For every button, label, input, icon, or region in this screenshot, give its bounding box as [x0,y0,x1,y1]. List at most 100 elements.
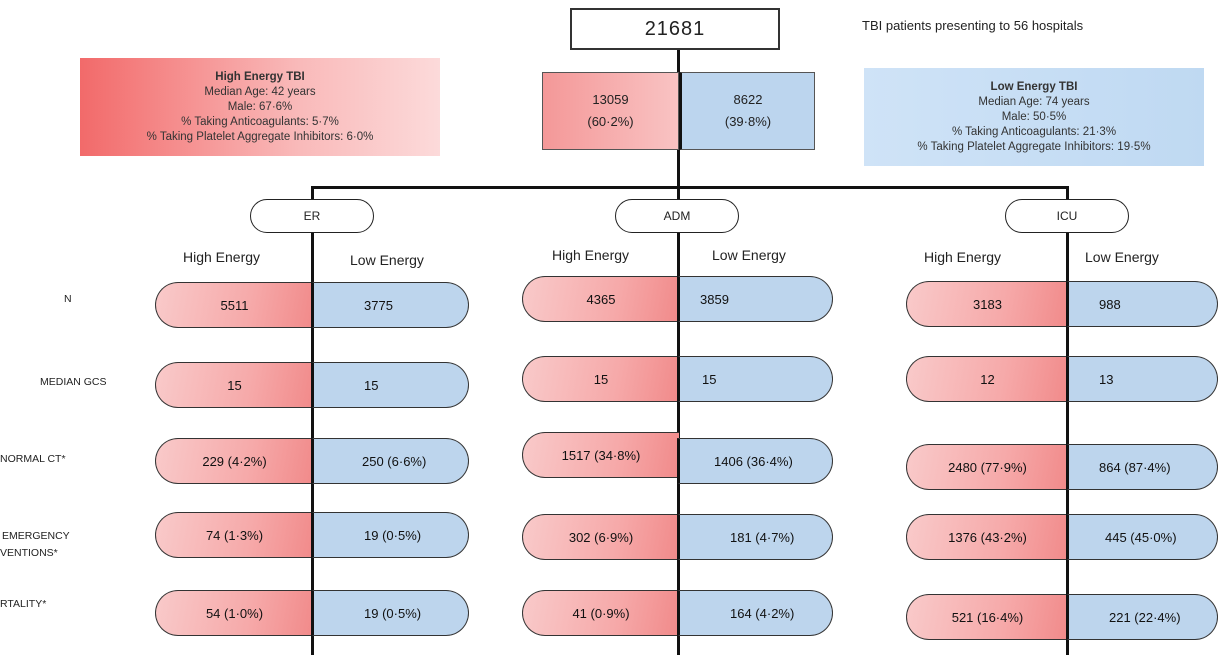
low-energy-info-line: Male: 50·5% [1001,110,1067,123]
column-head-high: High Energy [183,249,261,265]
low-energy-info-box: Low Energy TBI Median Age: 74 years Male… [864,68,1204,166]
group-name: ER [303,209,321,223]
high-energy-info-box: High Energy TBI Median Age: 42 years Mal… [80,58,440,156]
er-low-energy-gcs: 15 [311,362,469,408]
total-patients-box: 21681 [570,8,780,50]
value: 13 [1099,371,1114,387]
value: 164 (4·2%) [730,605,795,621]
low-energy-percent: (39·8%) [724,114,772,129]
value: 15 [227,377,242,393]
value: 54 (1·0%) [205,605,264,621]
group-label-er: ER [250,199,374,233]
value: 229 (4·2%) [202,453,267,469]
total-patients-value: 21681 [644,17,706,40]
icu-high-energy-n: 3183 [906,281,1068,327]
low-energy-info-line: % Taking Platelet Aggregate Inhibitors: … [917,140,1151,153]
value: 250 (6·6%) [362,453,427,469]
icu-high-energy-interventions: 1376 (43·2%) [906,514,1068,560]
value: 1406 (36·4%) [714,453,793,469]
column-head-low: Low Energy [712,247,786,263]
connector-line [677,150,680,188]
high-energy-percent: (60·2%) [587,114,634,129]
column-head-low: Low Energy [1085,249,1159,265]
value: 3859 [700,291,729,307]
adm-low-energy-mortality: 164 (4·2%) [677,590,833,636]
adm-low-energy-n: 3859 [677,276,833,322]
group-name: ADM [663,209,691,223]
adm-high-energy-mortality: 41 (0·9%) [522,590,679,636]
adm-high-energy-interventions: 302 (6·9%) [522,514,679,560]
er-high-energy-normal-ct: 229 (4·2%) [155,438,313,484]
value: 864 (87·4%) [1099,459,1171,475]
low-energy-info-title: Low Energy TBI [990,80,1078,93]
value: 41 (0·9%) [572,605,630,621]
value: 74 (1·3%) [205,527,264,543]
icu-low-energy-gcs: 13 [1066,356,1218,402]
low-energy-count: 8622 [733,92,763,107]
value: 3775 [364,297,393,313]
high-energy-split-box: 13059 (60·2%) [542,72,679,150]
value: 302 (6·9%) [568,529,634,545]
er-low-energy-normal-ct: 250 (6·6%) [311,438,469,484]
connector-line [311,186,1068,189]
connector-line [677,186,680,200]
value: 1376 (43·2%) [948,529,1027,545]
value: 221 (22·4%) [1109,609,1181,625]
er-high-energy-mortality: 54 (1·0%) [155,590,313,636]
er-low-energy-n: 3775 [311,282,469,328]
low-energy-split-box: 8622 (39·8%) [679,72,815,150]
high-energy-info-line: % Taking Anticoagulants: 5·7% [181,115,339,128]
er-low-energy-interventions: 19 (0·5%) [311,512,469,558]
value: 15 [702,371,717,387]
adm-low-energy-gcs: 15 [677,356,833,402]
row-label-median-gcs: MEDIAN GCS [40,376,107,388]
icu-low-energy-interventions: 445 (45·0%) [1066,514,1218,560]
value: 19 (0·5%) [364,605,422,621]
group-label-icu: ICU [1005,199,1129,233]
adm-low-energy-normal-ct: 1406 (36·4%) [677,438,833,484]
value: 15 [364,377,379,393]
high-energy-info-line: Median Age: 42 years [204,85,316,98]
icu-low-energy-n: 988 [1066,281,1218,327]
connector-line [311,186,314,200]
value: 988 [1099,296,1121,312]
er-low-energy-mortality: 19 (0·5%) [311,590,469,636]
er-high-energy-interventions: 74 (1·3%) [155,512,313,558]
high-energy-info-line: Male: 67·6% [227,100,293,113]
value: 3183 [973,296,1002,312]
high-energy-info-line: % Taking Platelet Aggregate Inhibitors: … [146,130,374,143]
value: 4365 [586,291,616,307]
column-head-high: High Energy [924,249,1002,265]
value: 5511 [220,297,249,313]
adm-high-energy-normal-ct: 1517 (34·8%) [522,432,679,478]
value: 12 [980,371,995,387]
low-energy-info-line: % Taking Anticoagulants: 21·3% [951,125,1117,138]
adm-high-energy-gcs: 15 [522,356,679,402]
row-label-normal-ct: NORMAL CT* [0,453,66,465]
icu-high-energy-normal-ct: 2480 (77·9%) [906,444,1068,490]
value: 2480 (77·9%) [948,459,1027,475]
adm-low-energy-interventions: 181 (4·7%) [677,514,833,560]
value: 19 (0·5%) [364,527,422,543]
high-energy-info-title: High Energy TBI [215,70,305,83]
value: 521 (16·4%) [951,609,1024,625]
icu-low-energy-normal-ct: 864 (87·4%) [1066,444,1218,490]
value: 181 (4·7%) [730,529,795,545]
icu-low-energy-mortality: 221 (22·4%) [1066,594,1218,640]
er-high-energy-gcs: 15 [155,362,313,408]
group-name: ICU [1056,209,1078,223]
value: 445 (45·0%) [1105,529,1177,545]
connector-line [677,50,680,72]
row-label-n: N [64,293,72,305]
high-energy-count: 13059 [592,92,629,107]
adm-high-energy-n: 4365 [522,276,679,322]
row-label-emergency: EMERGENCY [2,530,70,542]
value: 1517 (34·8%) [561,447,641,463]
column-head-high: High Energy [552,247,630,263]
column-head-low: Low Energy [350,252,424,268]
group-label-adm: ADM [615,199,739,233]
diagram-caption: TBI patients presenting to 56 hospitals [862,18,1084,33]
value: 15 [593,371,609,387]
icu-high-energy-gcs: 12 [906,356,1068,402]
low-energy-info-line: Median Age: 74 years [978,95,1090,108]
